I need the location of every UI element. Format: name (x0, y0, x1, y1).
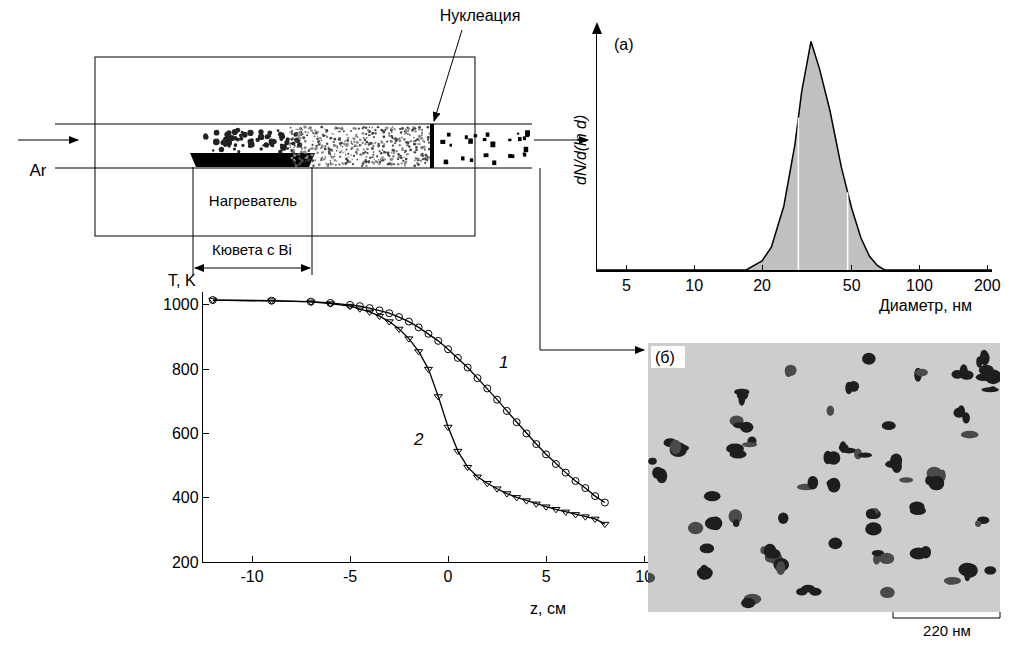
svg-text:dN/d(ln d): dN/d(ln d) (572, 115, 589, 185)
svg-text:0: 0 (444, 568, 453, 585)
svg-text:10: 10 (635, 568, 653, 585)
svg-text:(a): (a) (614, 36, 634, 53)
svg-text:50: 50 (843, 277, 861, 294)
svg-text:600: 600 (172, 425, 199, 442)
svg-text:200: 200 (974, 277, 1001, 294)
svg-text:(б): (б) (655, 349, 675, 366)
svg-text:Диаметр, нм: Диаметр, нм (879, 297, 972, 314)
svg-text:10: 10 (685, 277, 703, 294)
svg-text:T, K: T, K (168, 272, 196, 289)
svg-text:-5: -5 (343, 568, 357, 585)
svg-text:20: 20 (753, 277, 771, 294)
svg-text:1: 1 (499, 353, 508, 372)
svg-text:2: 2 (413, 430, 424, 449)
svg-text:-10: -10 (240, 568, 263, 585)
svg-text:200: 200 (172, 554, 199, 571)
svg-text:800: 800 (172, 361, 199, 378)
svg-text:100: 100 (906, 277, 933, 294)
svg-text:Кювета с Bi: Кювета с Bi (212, 241, 292, 258)
svg-text:220 нм: 220 нм (923, 622, 971, 639)
svg-text:5: 5 (622, 277, 631, 294)
svg-text:Нагреватель: Нагреватель (209, 192, 297, 209)
svg-text:Ar: Ar (30, 161, 47, 180)
svg-text:5: 5 (542, 568, 551, 585)
svg-text:z, см: z, см (530, 600, 566, 617)
svg-text:400: 400 (172, 489, 199, 506)
svg-text:Нуклеация: Нуклеация (440, 7, 521, 24)
svg-text:1000: 1000 (163, 296, 199, 313)
